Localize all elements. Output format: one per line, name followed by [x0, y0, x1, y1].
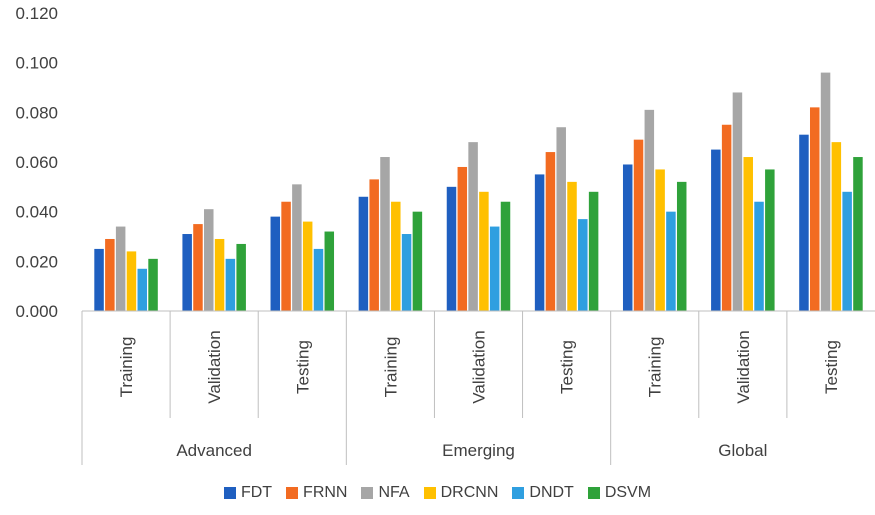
bar-dndt [401, 234, 412, 311]
y-tick-label: 0.020 [15, 252, 58, 271]
y-tick-label: 0.060 [15, 153, 58, 172]
category-label: Validation [734, 330, 753, 403]
bar-fdt [270, 216, 281, 311]
bar-nfa [820, 72, 831, 311]
bar-drcnn [743, 157, 753, 311]
bar-fdt [622, 164, 633, 311]
bar-frnn [281, 201, 291, 311]
legend-label: DSVM [604, 484, 652, 501]
category-label: Testing [822, 340, 841, 394]
bar-dndt [666, 211, 676, 311]
category-label: Validation [470, 330, 489, 403]
legend-label: DNDT [529, 484, 574, 501]
category-label: Testing [293, 340, 312, 394]
y-axis: 0.000 0.020 0.040 0.060 0.080 0.100 0.120 [15, 4, 58, 321]
y-tick-label: 0.080 [15, 103, 58, 122]
bar-fdt [94, 248, 104, 311]
bar-fdt [182, 234, 192, 311]
bar-drcnn [831, 142, 842, 311]
bar-dsvm [765, 169, 775, 311]
bar-nfa [468, 142, 478, 311]
category-label: Training [117, 337, 136, 398]
legend-item-frnn: FRNN [286, 484, 347, 502]
bar-nfa [115, 226, 126, 311]
bar-frnn [545, 152, 556, 311]
legend-item-dndt: DNDT [512, 484, 574, 502]
bar-drcnn [567, 181, 577, 311]
bar-frnn [721, 124, 732, 311]
legend: FDT FRNN NFA DRCNN DNDT DSVM [0, 484, 875, 502]
bar-dsvm [588, 191, 599, 311]
bar-frnn [369, 179, 379, 311]
bar-frnn [633, 139, 644, 311]
bar-nfa [556, 127, 566, 311]
bar-frnn [809, 107, 820, 311]
legend-swatch [286, 487, 299, 499]
y-tick-label: 0.120 [15, 4, 58, 23]
bar-nfa [644, 109, 655, 311]
bar-dndt [313, 248, 324, 311]
bar-drcnn [655, 169, 665, 311]
bar-frnn [105, 238, 115, 311]
y-tick-label: 0.000 [15, 302, 58, 321]
y-tick-label: 0.100 [15, 54, 58, 73]
category-label: Testing [558, 340, 577, 394]
bar-fdt [358, 196, 369, 311]
group-label: Emerging [442, 441, 515, 460]
bar-dndt [842, 191, 852, 311]
legend-label: NFA [378, 484, 410, 501]
bar-drcnn [126, 251, 137, 311]
legend-item-dsvm: DSVM [587, 484, 652, 502]
bar-dsvm [676, 181, 687, 311]
bar-drcnn [214, 238, 225, 311]
bar-fdt [799, 134, 809, 311]
group-label: Advanced [176, 441, 252, 460]
legend-swatch [223, 487, 236, 499]
bar-dsvm [853, 157, 863, 311]
category-label: Training [381, 337, 400, 398]
legend-swatch [361, 487, 374, 499]
bar-dsvm [324, 231, 335, 311]
bar-dsvm [500, 201, 511, 311]
bar-fdt [446, 186, 457, 311]
category-label: Validation [205, 330, 224, 403]
bar-frnn [457, 166, 468, 311]
bar-nfa [380, 157, 390, 311]
bar-dndt [578, 219, 588, 311]
bar-dsvm [236, 243, 246, 311]
bar-nfa [732, 92, 743, 311]
bar-drcnn [391, 201, 401, 311]
legend-swatch [512, 487, 525, 499]
legend-item-nfa: NFA [361, 484, 410, 502]
legend-item-drcnn: DRCNN [423, 484, 499, 502]
bar-dndt [137, 268, 148, 311]
bar-dsvm [412, 211, 423, 311]
group-label: Global [718, 441, 767, 460]
bars [94, 72, 863, 311]
category-label: Training [646, 337, 665, 398]
legend-label: FRNN [303, 484, 348, 501]
bar-fdt [711, 149, 721, 311]
bar-dndt [489, 226, 500, 311]
bar-nfa [292, 184, 302, 311]
legend-item-fdt: FDT [223, 484, 273, 502]
legend-label: FDT [240, 484, 273, 501]
bar-drcnn [302, 221, 313, 311]
y-tick-label: 0.040 [15, 203, 58, 222]
x-axis: Training Validation Testing Training Validat… [81, 310, 875, 465]
bar-dndt [225, 258, 236, 311]
bar-dndt [754, 201, 764, 311]
legend-swatch [423, 487, 436, 499]
legend-swatch [587, 487, 600, 499]
bar-dsvm [148, 258, 158, 311]
bar-nfa [204, 209, 214, 311]
legend-label: DRCNN [440, 484, 499, 501]
bar-drcnn [479, 191, 489, 311]
bar-frnn [193, 224, 203, 311]
bar-fdt [534, 174, 545, 311]
